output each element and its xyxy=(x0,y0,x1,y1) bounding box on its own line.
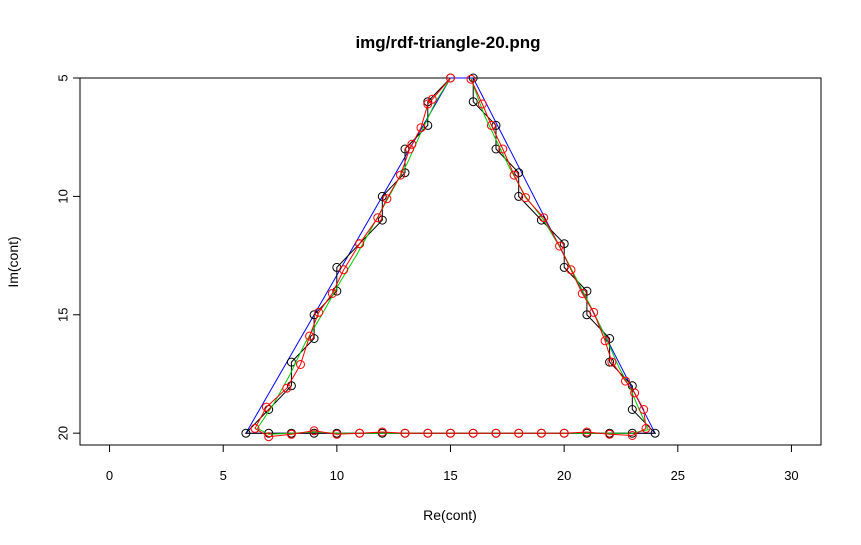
series-3-point xyxy=(491,428,501,438)
series-3-point xyxy=(407,139,417,149)
series-3-point xyxy=(332,429,342,439)
x-tick-label: 15 xyxy=(443,468,457,483)
series-3-point xyxy=(630,388,640,398)
series-1-point xyxy=(241,428,251,438)
series-3-point xyxy=(621,376,630,386)
y-axis: 5 10 15 20 xyxy=(56,74,81,440)
series-3-point xyxy=(605,429,615,439)
series-3-point xyxy=(639,405,649,414)
series-3-point xyxy=(355,239,365,249)
series-1-point xyxy=(491,120,501,130)
y-tick-label: 20 xyxy=(56,426,71,440)
y-tick-label: 15 xyxy=(56,308,71,322)
series-3-point xyxy=(498,144,508,154)
series-1-line xyxy=(244,77,657,434)
series-3-point xyxy=(486,120,496,130)
series-3-point xyxy=(539,213,549,223)
series-3-point xyxy=(305,331,315,341)
x-tick-label: 20 xyxy=(557,468,571,483)
series-3-point xyxy=(466,74,476,84)
series-3-point xyxy=(416,123,426,133)
series-1-point xyxy=(309,428,319,438)
series-1-point xyxy=(514,191,524,201)
series-3-point xyxy=(327,289,337,298)
series-3-point xyxy=(309,426,319,436)
series-3-point xyxy=(373,213,383,223)
x-tick-label: 0 xyxy=(106,468,113,483)
series-3 xyxy=(250,73,651,442)
series-3-point xyxy=(566,265,576,275)
series-3-point xyxy=(396,170,405,180)
series-3-point xyxy=(405,144,415,154)
series-3-point xyxy=(446,73,455,83)
series-3-point xyxy=(477,99,487,109)
series-1 xyxy=(241,73,660,438)
series-1-point xyxy=(400,144,410,154)
series-3-point xyxy=(250,423,260,433)
series-3-point xyxy=(589,307,599,317)
series-1-point xyxy=(468,97,478,107)
series-3-point xyxy=(446,428,455,438)
series-3-point xyxy=(377,427,387,437)
x-tick-label: 25 xyxy=(671,468,685,483)
series-3-point xyxy=(286,429,296,439)
series-1-point xyxy=(377,215,387,225)
series-3-line xyxy=(254,77,647,438)
series-1-point xyxy=(377,191,387,201)
series-3-point xyxy=(423,428,433,438)
series-1-point xyxy=(582,310,592,320)
series-3-point xyxy=(314,307,324,317)
series-1-point xyxy=(286,381,296,391)
series-3-point xyxy=(264,432,274,442)
series-3-point xyxy=(400,428,410,438)
series-3-point xyxy=(641,423,651,433)
series-3-point xyxy=(261,402,271,412)
series-1-point xyxy=(605,357,615,367)
x-axis: 0 5 10 15 20 25 30 xyxy=(106,444,799,483)
series-2-line xyxy=(256,77,650,435)
series-3-point xyxy=(382,194,392,204)
series-3-point xyxy=(521,193,530,203)
series-3-point xyxy=(296,360,305,369)
series-3-point xyxy=(627,431,637,440)
series-1-point xyxy=(309,334,319,343)
series-3-point xyxy=(355,428,365,438)
series-3-point xyxy=(607,357,617,367)
series-3-point xyxy=(427,94,437,104)
y-tick-label: 10 xyxy=(56,189,71,203)
series-3-point xyxy=(536,428,546,438)
series-1-point xyxy=(650,428,660,438)
series-3-point xyxy=(555,241,565,251)
series-3-point xyxy=(509,170,519,180)
series-1-point xyxy=(605,334,615,343)
x-tick-label: 10 xyxy=(330,468,344,483)
series-layer xyxy=(241,73,660,442)
series-1-point xyxy=(559,262,569,272)
series-2 xyxy=(256,77,650,435)
series-3-point xyxy=(600,336,610,346)
series-3-point xyxy=(339,265,349,275)
series-3-point xyxy=(468,428,478,438)
series-1-point xyxy=(514,168,524,178)
series-3-point xyxy=(582,427,592,437)
y-tick-label: 5 xyxy=(56,74,71,81)
series-3-point xyxy=(514,428,524,438)
series-3-point xyxy=(423,99,433,109)
series-1-point xyxy=(559,239,569,249)
series-3-point xyxy=(282,383,292,393)
series-1-point xyxy=(627,405,637,414)
y-axis-label: Im(cont) xyxy=(5,236,21,287)
series-1-point xyxy=(468,73,478,83)
series-3-point xyxy=(559,428,569,438)
series-3-point xyxy=(577,289,587,298)
x-tick-label: 30 xyxy=(784,468,798,483)
x-tick-label: 5 xyxy=(220,468,227,483)
series-0 xyxy=(245,77,656,434)
plot-frame xyxy=(79,77,822,446)
x-axis-label: Re(cont) xyxy=(423,507,477,523)
series-0-line xyxy=(245,77,656,434)
chart-title: img/rdf-triangle-20.png xyxy=(355,33,540,52)
